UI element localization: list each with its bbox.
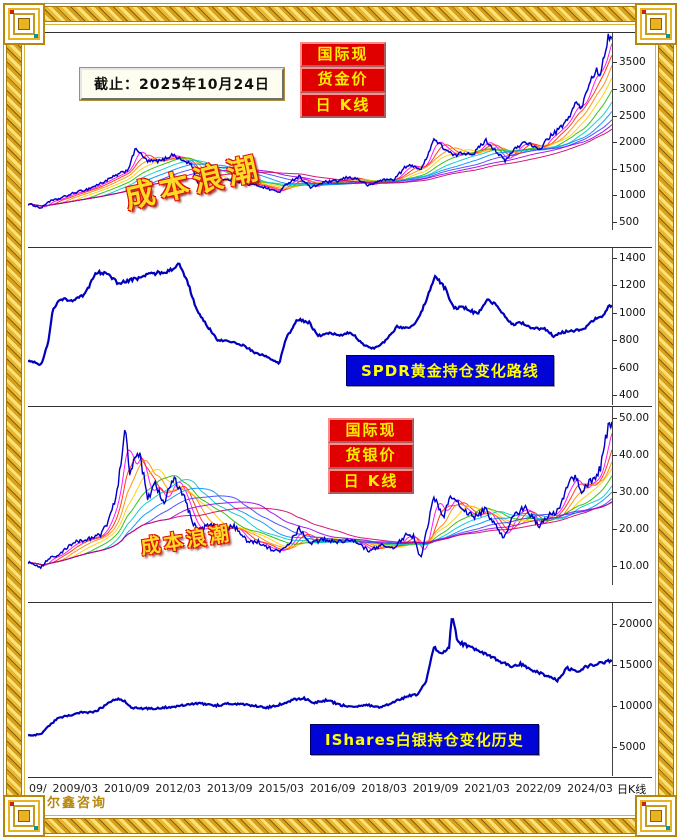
gold-etf-info-line: 全球最大黄金ETF-SPDR持仓: 1046.93 吨 市值: 1382.24 … bbox=[28, 231, 616, 246]
y-tick-label: 1500 bbox=[619, 162, 646, 175]
y-tick-label: 3000 bbox=[619, 82, 646, 95]
silver-badge-line: 日 K线 bbox=[328, 468, 414, 494]
x-axis-label: 2010/09 bbox=[103, 781, 150, 795]
y-tick-mark bbox=[613, 418, 617, 420]
y-tick-mark bbox=[613, 664, 617, 666]
y-tick-label: 1000 bbox=[619, 189, 646, 202]
y-tick-mark bbox=[613, 395, 617, 397]
y-tick-mark bbox=[613, 367, 617, 369]
as-of-date-box: 截止：2025年10月24日 bbox=[79, 67, 285, 101]
y-tick-mark bbox=[613, 88, 617, 90]
panel-separator bbox=[28, 602, 652, 603]
y-tick-label: 10000 bbox=[619, 699, 653, 712]
y-tick-label: 5000 bbox=[619, 741, 646, 754]
gold-price-badge: 国际现 货金价 日 K线 bbox=[300, 42, 386, 118]
x-axis-label: 2013/09 bbox=[206, 781, 253, 795]
frame-corner-top-right bbox=[635, 3, 677, 45]
ishares-holdings-label: IShares白银持仓变化历史 bbox=[310, 724, 539, 755]
y-tick-mark bbox=[613, 115, 617, 117]
y-tick-label: 20.00 bbox=[619, 523, 650, 536]
gold-badge-line: 国际现 bbox=[300, 42, 386, 68]
silver-price-panel bbox=[28, 407, 612, 585]
y-tick-mark bbox=[613, 168, 617, 170]
y-tick-label: 10.00 bbox=[619, 560, 650, 573]
y-tick-label: 3500 bbox=[619, 56, 646, 69]
y-tick-mark bbox=[613, 455, 617, 457]
y-tick-mark bbox=[613, 285, 617, 287]
spdr-holdings-y-axis: 1400 1200 1000 800 600 400 bbox=[612, 248, 653, 405]
spdr-holdings-label: SPDR黄金持仓变化路线 bbox=[346, 355, 554, 386]
y-tick-mark bbox=[613, 623, 617, 625]
silver-price-chart bbox=[28, 421, 612, 570]
silver-badge-line: 国际现 bbox=[328, 418, 414, 444]
brand-label: 威尔鑫咨询 bbox=[32, 796, 108, 811]
panel-separator bbox=[28, 32, 652, 33]
y-tick-label: 1200 bbox=[619, 279, 646, 292]
gold-badge-line: 日 K线 bbox=[300, 92, 386, 118]
frame-band-left bbox=[6, 6, 22, 834]
x-axis-label: 2012/03 bbox=[155, 781, 202, 795]
gold-price-chart bbox=[28, 33, 612, 209]
ishares-holdings-chart bbox=[28, 618, 612, 737]
y-tick-mark bbox=[613, 566, 617, 568]
x-axis-label: 2018/03 bbox=[361, 781, 407, 795]
y-tick-label: 50.00 bbox=[619, 412, 650, 425]
y-tick-label: 40.00 bbox=[619, 449, 650, 462]
y-tick-label: 500 bbox=[619, 216, 640, 228]
frame-band-bottom bbox=[6, 818, 674, 834]
y-tick-mark bbox=[613, 747, 617, 749]
x-axis: 09/ 2009/03 2010/09 2012/03 2013/09 2015… bbox=[28, 779, 614, 797]
panel-separator bbox=[28, 777, 652, 778]
y-tick-label: 2000 bbox=[619, 136, 646, 149]
y-tick-label: 1000 bbox=[619, 306, 646, 319]
frame-band-right bbox=[658, 6, 674, 834]
y-tick-mark bbox=[613, 195, 617, 197]
x-axis-label: 2022/09 bbox=[515, 781, 562, 795]
x-axis-label: 2016/09 bbox=[309, 781, 356, 795]
frame-corner-bottom-left bbox=[3, 795, 45, 837]
panel-separator bbox=[28, 247, 652, 248]
y-tick-mark bbox=[613, 142, 617, 144]
panel-separator bbox=[28, 406, 652, 407]
silver-badge-line: 货银价 bbox=[328, 443, 414, 469]
gold-badge-line: 货金价 bbox=[300, 67, 386, 93]
y-tick-label: 400 bbox=[619, 389, 640, 402]
frame-corner-top-left bbox=[3, 3, 45, 45]
y-tick-label: 1400 bbox=[619, 251, 646, 264]
x-axis-label: 2024/03 bbox=[567, 781, 613, 795]
y-tick-mark bbox=[613, 705, 617, 707]
x-axis-label: 2021/03 bbox=[464, 781, 510, 795]
y-tick-mark bbox=[613, 312, 617, 314]
as-of-date-text: 截止：2025年10月24日 bbox=[94, 77, 270, 93]
silver-etf-info-line: 全球最大白银ETF-Ishares持仓: 15419.81 吨 市值: 240.… bbox=[28, 586, 616, 601]
y-tick-label: 15000 bbox=[619, 658, 653, 671]
y-tick-label: 600 bbox=[619, 361, 640, 374]
y-tick-mark bbox=[613, 62, 617, 64]
y-tick-mark bbox=[613, 257, 617, 259]
y-tick-mark bbox=[613, 340, 617, 342]
y-tick-mark bbox=[613, 492, 617, 494]
y-tick-mark bbox=[613, 529, 617, 531]
x-axis-label: 2009/03 bbox=[52, 781, 99, 795]
ishares-holdings-y-axis: 20000 15000 10000 5000 bbox=[612, 603, 653, 776]
x-axis-label: 2015/03 bbox=[258, 781, 305, 795]
silver-price-y-axis: 50.00 40.00 30.00 20.00 10.00 bbox=[612, 407, 653, 585]
silver-price-badge: 国际现 货银价 日 K线 bbox=[328, 418, 414, 494]
y-tick-label: 800 bbox=[619, 334, 640, 347]
y-tick-label: 30.00 bbox=[619, 486, 650, 499]
gold-price-y-axis: 3500 3000 2500 2000 1500 1000 500 bbox=[612, 33, 653, 230]
x-axis-label: 2019/09 bbox=[412, 781, 459, 795]
x-axis-label: 09/ bbox=[29, 781, 47, 795]
y-tick-mark bbox=[613, 222, 617, 223]
kline-label: 日K线 bbox=[617, 783, 647, 796]
y-tick-label: 20000 bbox=[619, 617, 653, 630]
spdr-holdings-chart bbox=[28, 262, 612, 367]
frame-band-top bbox=[6, 6, 674, 22]
chart-content: 3500 3000 2500 2000 1500 1000 500 全球最大黄金ETF-SP… bbox=[28, 30, 653, 811]
frame-corner-bottom-right bbox=[635, 795, 677, 837]
y-tick-label: 2500 bbox=[619, 109, 646, 122]
